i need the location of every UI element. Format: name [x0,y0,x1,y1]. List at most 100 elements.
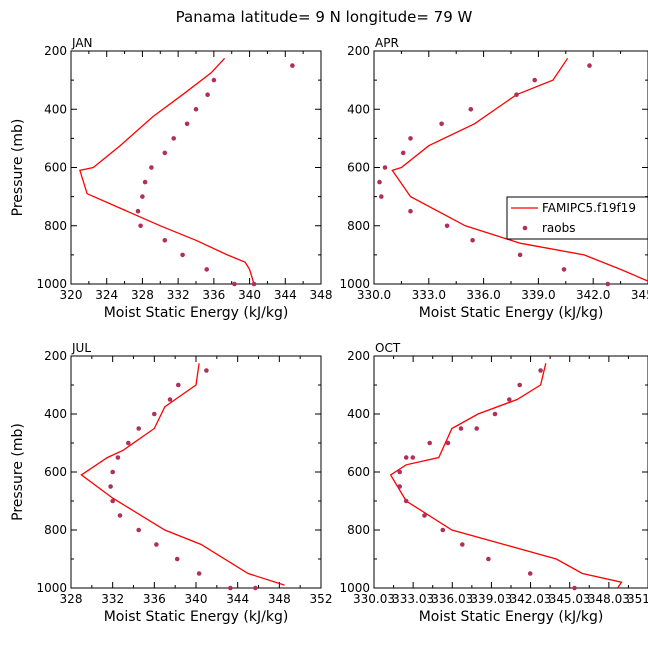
obs-point [538,368,543,373]
obs-point [110,498,115,504]
obs-point [171,136,176,141]
obs-point [427,440,433,446]
x-axis-label: Moist Static Energy (kJ/kg) [104,305,289,321]
obs-point [468,107,474,112]
x-tick-label: 339.0 [521,288,555,302]
y-tick-label: 400 [347,102,370,116]
obs-point [422,513,427,518]
obs-point [126,440,131,446]
y-tick-label: 600 [44,161,67,175]
x-tick-label: 351.03 [627,592,648,606]
obs-point [184,121,190,127]
x-tick-label: 340 [238,288,261,302]
y-tick-label: 800 [44,523,67,537]
model-line [79,57,255,285]
y-tick-label: 600 [347,465,370,479]
y-tick-label: 800 [347,523,370,537]
x-tick-label: 345.0 [631,288,648,302]
x-tick-label: 332 [167,288,190,302]
obs-point [605,281,611,287]
obs-point [532,77,537,83]
x-axis-label: Moist Static Energy (kJ/kg) [419,609,604,625]
obs-point [162,150,168,156]
obs-point [474,426,480,431]
y-tick-label: 800 [44,219,67,233]
y-tick-label: 200 [347,349,370,363]
model-line [389,363,623,589]
obs-point [517,252,523,258]
legend-obs-marker [522,225,528,231]
x-axis-label: Moist Static Energy (kJ/kg) [419,305,604,321]
obs-point [460,542,465,547]
y-tick-label: 1000 [36,277,67,291]
obs-point [514,92,519,97]
y-tick-label: 600 [44,465,67,479]
x-tick-label: 330.03 [353,592,395,606]
plot-frame [70,355,322,589]
x-axis-label: Moist Static Energy (kJ/kg) [104,609,289,625]
plot-frame [373,50,648,285]
obs-point [204,267,209,272]
obs-point [444,223,450,229]
obs-point [205,92,210,97]
chart-panel-oct: OCT 200 400 600 800 1000330.03333.03336.03339… [339,341,648,625]
x-tick-label: 336 [143,592,166,606]
obs-point [232,281,237,287]
y-tick-label: 400 [347,407,370,421]
obs-point [410,455,416,460]
panel-title: JAN [71,36,93,50]
x-tick-label: 336 [202,288,225,302]
obs-point [167,397,173,402]
x-tick-label: 330.0 [357,288,391,302]
x-tick-label: 324 [95,288,118,302]
y-axis-label: Pressure (mb) [10,423,26,521]
figure-title: Panama latitude= 9 N longitude= 79 W [176,8,473,26]
x-tick-label: 342.0 [576,288,610,302]
obs-point [135,208,141,214]
x-tick-label: 344 [274,288,297,302]
obs-point [572,585,577,591]
obs-point [408,208,413,214]
obs-point [154,542,159,547]
x-tick-label: 328 [60,592,83,606]
obs-point [379,194,384,199]
obs-point [527,571,533,576]
x-tick-label: 345.03 [549,592,591,606]
obs-point [440,527,446,533]
obs-point [400,150,406,156]
x-tick-label: 328 [131,288,154,302]
obs-point [397,469,403,475]
model-line [80,363,285,586]
x-tick-label: 333.0 [412,288,446,302]
x-tick-label: 336.0 [466,288,500,302]
legend-model-label: FAMIPC5.f19f19 [542,201,636,215]
obs-point [117,513,123,518]
y-tick-label: 400 [44,407,67,421]
x-tick-label: 320 [60,288,83,302]
y-tick-label: 200 [44,349,67,363]
obs-point [140,194,145,199]
x-tick-label: 344 [226,592,249,606]
obs-point [110,469,115,475]
obs-point [492,411,498,417]
obs-point [136,426,141,431]
obs-point [136,527,141,533]
x-tick-label: 348.03 [588,592,630,606]
x-tick-label: 348 [310,288,333,302]
x-tick-label: 332 [101,592,124,606]
y-axis-label: Pressure (mb) [10,119,26,217]
plot-frame [70,50,322,285]
obs-point [162,238,168,243]
obs-point [377,179,382,185]
obs-point [204,368,209,373]
obs-point [382,165,388,170]
obs-point [290,63,295,68]
obs-point [174,556,180,562]
obs-point [439,121,444,127]
obs-point [403,498,409,504]
obs-point [108,484,113,489]
y-tick-label: 800 [347,219,370,233]
